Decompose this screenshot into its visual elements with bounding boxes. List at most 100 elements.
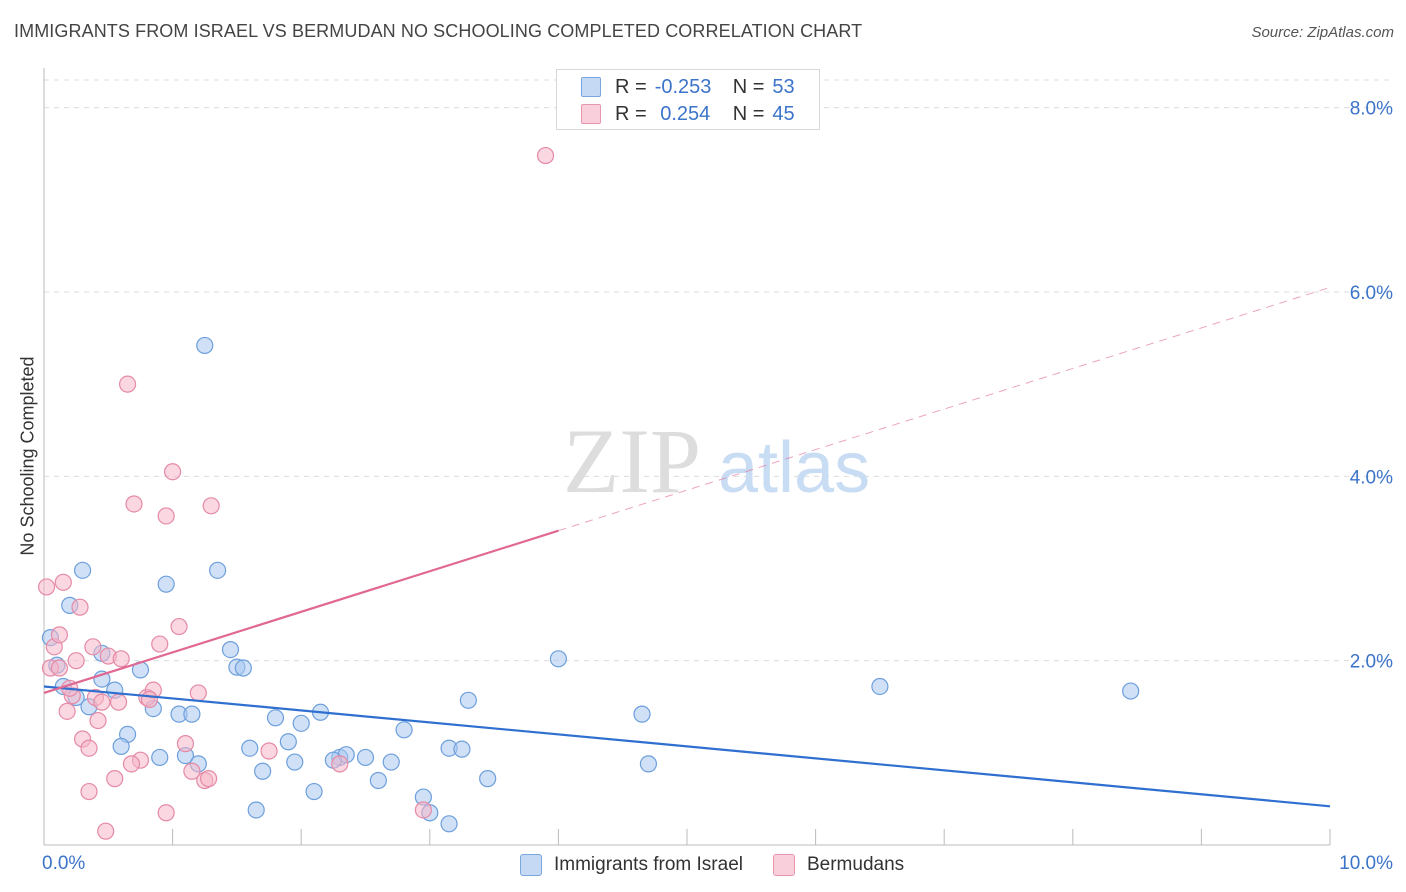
trend-line-solid bbox=[43, 529, 559, 694]
point-bermudan bbox=[176, 735, 195, 753]
point-israel bbox=[112, 737, 130, 755]
point-bermudan bbox=[189, 684, 207, 702]
legend-item-israel[interactable]: Immigrants from Israel bbox=[520, 854, 743, 876]
point-bermudan bbox=[97, 822, 115, 840]
legend-item-bermudans[interactable]: Bermudans bbox=[772, 854, 905, 876]
watermark-zip: ZIP bbox=[563, 410, 701, 512]
point-israel bbox=[633, 705, 651, 723]
point-bermudan bbox=[54, 573, 72, 591]
n-label: N = bbox=[732, 75, 765, 98]
trend-line-dashed bbox=[558, 286, 1331, 532]
n-label: N = bbox=[732, 102, 765, 125]
point-bermudan bbox=[164, 463, 182, 481]
point-israel bbox=[151, 748, 169, 767]
y-tick-label: 4.0% bbox=[1350, 467, 1393, 488]
point-israel bbox=[196, 336, 214, 355]
point-israel bbox=[247, 801, 265, 819]
y-tick-label: 6.0% bbox=[1350, 283, 1393, 304]
x-tick-label: 10.0% bbox=[1339, 853, 1393, 874]
point-bermudan bbox=[200, 770, 218, 788]
point-bermudan bbox=[80, 782, 98, 801]
point-israel bbox=[382, 753, 400, 771]
point-bermudan bbox=[84, 638, 102, 656]
x-tick-label: 0.0% bbox=[42, 853, 85, 874]
point-bermudan bbox=[93, 693, 111, 711]
point-israel bbox=[286, 753, 304, 771]
point-bermudan bbox=[183, 762, 201, 780]
point-bermudan bbox=[157, 507, 175, 525]
point-israel bbox=[639, 755, 658, 773]
point-bermudan bbox=[106, 770, 124, 788]
point-bermudan bbox=[202, 497, 220, 515]
point-bermudan bbox=[50, 659, 69, 677]
blue-swatch bbox=[581, 77, 601, 97]
point-israel bbox=[292, 714, 310, 732]
r-label: R = bbox=[615, 102, 647, 125]
stats-legend-row-blue: R = -0.253 N = 53 bbox=[581, 74, 795, 100]
point-israel bbox=[73, 561, 92, 579]
watermark-atlas: atlas bbox=[718, 428, 870, 508]
point-israel bbox=[440, 815, 458, 833]
point-israel bbox=[157, 575, 175, 593]
point-israel bbox=[183, 705, 201, 723]
point-bermudan bbox=[67, 652, 85, 670]
tick-labels: 2.0% 4.0% 6.0% 8.0% 0.0% 10.0% bbox=[42, 99, 1393, 874]
point-israel bbox=[305, 782, 323, 801]
point-bermudan bbox=[260, 742, 278, 760]
point-bermudan bbox=[89, 711, 107, 730]
stats-legend-row-pink: R = 0.254 N = 45 bbox=[581, 101, 795, 127]
y-tick-label: 2.0% bbox=[1350, 652, 1393, 673]
point-israel bbox=[871, 677, 889, 696]
point-bermudan bbox=[118, 375, 137, 393]
trend-line-solid bbox=[43, 685, 1331, 808]
point-bermudan bbox=[170, 617, 188, 636]
point-bermudan bbox=[536, 146, 555, 165]
point-bermudan bbox=[122, 755, 141, 773]
point-israel bbox=[356, 748, 375, 767]
grid bbox=[44, 79, 1392, 662]
point-bermudan bbox=[331, 755, 349, 773]
r-value: 0.254 bbox=[654, 102, 711, 125]
point-israel bbox=[254, 762, 272, 780]
point-bermudan bbox=[71, 598, 89, 616]
trend-lines bbox=[43, 286, 1331, 808]
point-israel bbox=[549, 650, 568, 668]
point-bermudan bbox=[140, 690, 159, 708]
n-value: 45 bbox=[772, 102, 795, 125]
r-label: R = bbox=[615, 75, 647, 98]
point-israel bbox=[209, 561, 227, 579]
point-bermudan bbox=[37, 578, 56, 596]
axes bbox=[43, 68, 1331, 846]
watermark: ZIP atlas bbox=[563, 410, 870, 512]
stats-legend: R = -0.253 N = 53 R = 0.254 N = 45 bbox=[556, 69, 820, 130]
point-israel bbox=[453, 740, 471, 758]
blue-swatch bbox=[520, 854, 542, 876]
point-bermudan bbox=[109, 693, 128, 711]
data-points bbox=[37, 146, 1140, 840]
point-israel bbox=[1122, 682, 1140, 700]
y-tick-label: 8.0% bbox=[1350, 99, 1393, 120]
point-israel bbox=[241, 739, 259, 757]
point-bermudan bbox=[58, 702, 76, 720]
point-bermudan bbox=[80, 739, 98, 757]
point-israel bbox=[479, 770, 497, 788]
point-israel bbox=[395, 721, 413, 739]
pink-swatch bbox=[772, 854, 795, 876]
point-israel bbox=[234, 659, 252, 677]
source-label: Source: ZipAtlas.com bbox=[1251, 24, 1394, 41]
point-israel bbox=[279, 733, 297, 751]
point-israel bbox=[459, 691, 477, 709]
point-bermudan bbox=[157, 804, 175, 822]
chart-title: IMMIGRANTS FROM ISRAEL VS BERMUDAN NO SC… bbox=[14, 21, 863, 41]
legend-label: Bermudans bbox=[806, 854, 905, 875]
series-legend: Immigrants from Israel Bermudans bbox=[520, 852, 934, 878]
legend-label: Immigrants from Israel bbox=[554, 854, 743, 875]
point-bermudan bbox=[151, 635, 169, 653]
point-israel bbox=[369, 771, 387, 790]
point-israel bbox=[266, 709, 285, 727]
point-bermudan bbox=[125, 495, 143, 513]
n-value: 53 bbox=[772, 75, 795, 98]
point-israel bbox=[221, 641, 240, 659]
pink-swatch bbox=[581, 104, 601, 124]
